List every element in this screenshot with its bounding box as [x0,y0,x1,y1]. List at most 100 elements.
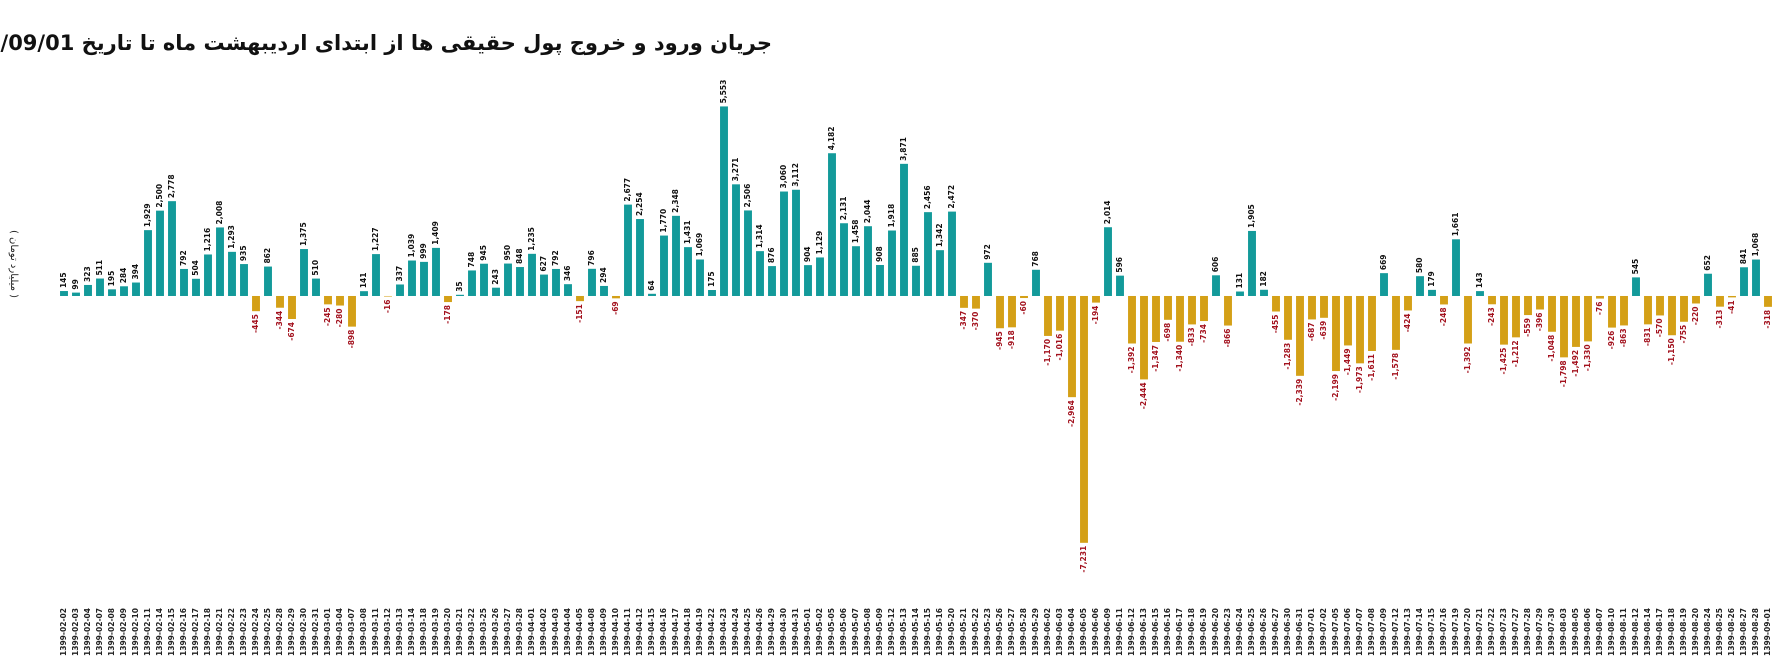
value-label: -831 [1643,327,1652,346]
x-tick-label: 1399-07-13 [1403,608,1412,656]
bar [228,251,236,296]
bar [1128,295,1136,344]
value-label: 99 [71,279,80,289]
value-label: -2,964 [1067,400,1076,427]
x-tick-label: 1399-05-20 [947,608,956,656]
value-label: -313 [1715,310,1724,329]
value-label: -1,048 [1547,335,1556,362]
x-tick-label: 1399-03-20 [443,608,452,656]
bar [360,291,368,296]
bar [444,295,452,303]
value-label: 1,918 [887,204,896,228]
x-tick-label: 1399-05-16 [935,608,944,656]
bar [852,246,860,296]
x-tick-label: 1399-06-15 [1151,608,1160,656]
value-label: 175 [707,271,716,287]
x-tick-label: 1399-06-20 [1211,608,1220,656]
bar [696,259,704,296]
value-label: -220 [1691,306,1700,325]
bar [600,285,608,296]
x-tick-label: 1399-05-12 [887,608,896,656]
value-label: -1,150 [1667,338,1676,365]
value-label: 323 [83,266,92,282]
x-tick-label: 1399-02-09 [119,608,128,656]
bar [1356,295,1364,364]
x-tick-label: 1399-07-22 [1487,608,1496,656]
bar [252,295,260,312]
bar [348,295,356,327]
x-tick-label: 1399-04-05 [575,608,584,656]
bar [1488,295,1496,305]
value-label: -41 [1727,300,1736,314]
bar [1320,295,1328,318]
value-label: 2,254 [635,192,644,216]
value-label: 904 [803,246,812,262]
x-tick-label: 1399-08-14 [1643,608,1652,656]
value-label: -1,611 [1367,354,1376,381]
x-tick-label: 1399-05-14 [911,608,920,656]
value-label: 5,553 [719,80,728,104]
x-tick-label: 1399-08-26 [1727,608,1736,656]
value-label: 841 [1739,249,1748,265]
bar [540,274,548,296]
value-label: 669 [1379,254,1388,270]
bar [1452,239,1460,296]
bar [708,290,716,296]
x-tick-label: 1399-07-30 [1547,608,1556,656]
x-tick-label: 1399-05-06 [839,608,848,656]
bar [1332,295,1340,372]
value-label: 2,044 [863,199,872,223]
bar [1428,289,1436,296]
bar [1044,295,1052,336]
x-tick-label: 1399-07-02 [1319,608,1328,656]
x-tick-label: 1399-08-19 [1679,608,1688,656]
value-label: 4,182 [827,126,836,150]
bar [528,253,536,296]
value-label: -1,578 [1391,353,1400,380]
bar [924,212,932,296]
bar [1104,227,1112,296]
bar [1728,295,1736,298]
value-label: 141 [359,273,368,289]
x-tick-label: 1399-05-08 [863,608,872,656]
value-label: 1,458 [851,219,860,243]
bar [1512,295,1520,338]
x-tick-label: 1399-04-22 [707,608,716,656]
value-label: -76 [1595,302,1604,316]
bar [888,230,896,296]
value-label: 748 [467,252,476,268]
value-label: 796 [587,250,596,266]
x-tick-label: 1399-02-23 [239,608,248,656]
x-tick-label: 1399-02-30 [299,608,308,656]
x-tick-label: 1399-03-21 [455,608,464,656]
bar [936,250,944,296]
bar [504,263,512,296]
x-tick-label: 1399-05-23 [983,608,992,656]
value-label: -755 [1679,325,1688,344]
x-tick-label: 1399-04-17 [671,608,680,656]
value-label: -570 [1655,318,1664,337]
value-label: 2,677 [623,178,632,202]
bar [1536,295,1544,310]
bar [1548,295,1556,332]
value-label: -178 [443,305,452,324]
x-tick-label: 1399-03-22 [467,608,476,656]
value-label: 2,500 [155,184,164,208]
x-tick-label: 1399-04-16 [659,608,668,656]
bar [1308,295,1316,320]
value-label: 2,348 [671,189,680,213]
bar [408,260,416,296]
bar [192,278,200,296]
value-label: -674 [287,322,296,341]
x-tick-label: 1399-07-23 [1499,608,1508,656]
bar [660,235,668,296]
bar [1212,275,1220,296]
x-tick-label: 1399-02-04 [83,608,92,656]
x-tick-label: 1399-06-13 [1139,608,1148,656]
bar [432,247,440,296]
bar [120,286,128,296]
value-label: 862 [263,248,272,264]
bar [588,268,596,296]
x-tick-label: 1399-05-29 [1031,608,1040,656]
value-label: 606 [1211,257,1220,273]
